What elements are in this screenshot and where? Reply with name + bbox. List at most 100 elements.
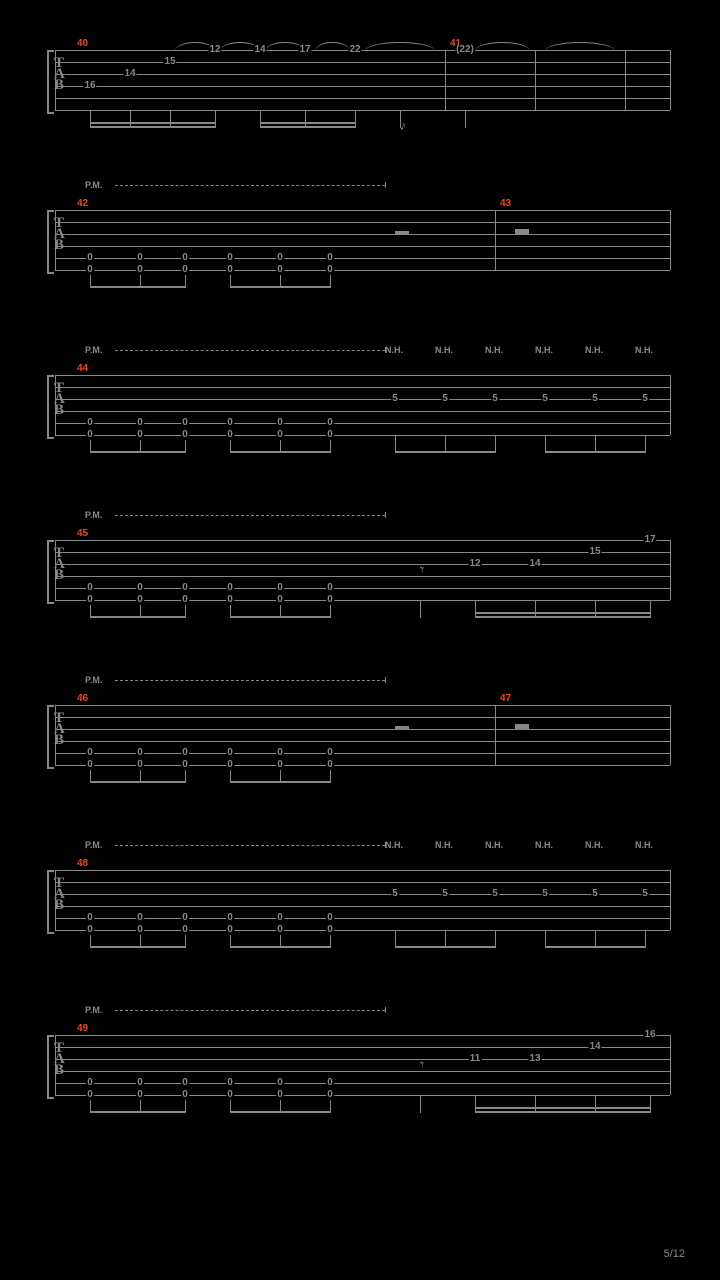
palm-mute-label: P.M.	[85, 840, 102, 850]
fret-number: 0	[276, 748, 284, 758]
system-bracket	[47, 540, 54, 604]
barline	[495, 210, 496, 270]
fret-number: 0	[181, 748, 189, 758]
palm-mute-label: P.M.	[85, 675, 102, 685]
fret-number: 5	[541, 889, 549, 899]
string-line	[55, 399, 670, 400]
tie	[315, 42, 350, 51]
fret-number: 0	[226, 925, 234, 935]
system-bracket	[47, 1035, 54, 1099]
fret-number: 0	[326, 265, 334, 275]
string-line	[55, 258, 670, 259]
barline	[670, 50, 671, 110]
fret-number: 0	[181, 760, 189, 770]
fret-number: 0	[326, 595, 334, 605]
string-line	[55, 234, 670, 235]
fret-number: 16	[643, 1030, 656, 1040]
barline	[670, 1035, 671, 1095]
fret-number: 0	[181, 430, 189, 440]
beam	[90, 122, 216, 124]
system-bracket	[47, 210, 54, 274]
string-line	[55, 552, 670, 553]
string-line	[55, 906, 670, 907]
fret-number: 5	[591, 889, 599, 899]
barline	[445, 50, 446, 110]
fret-number: 0	[326, 583, 334, 593]
beam	[90, 286, 186, 288]
palm-mute-line	[115, 515, 385, 517]
fret-number: 0	[136, 595, 144, 605]
fret-number: 14	[253, 45, 266, 55]
fret-number: 5	[391, 394, 399, 404]
fret-number: 0	[226, 913, 234, 923]
tab-system: P.M.N.H.N.H.N.H.N.H.N.H.N.H.T A B4800000…	[55, 870, 670, 930]
harmonic-label: N.H.	[435, 840, 453, 850]
fret-number: 0	[326, 748, 334, 758]
string-line	[55, 411, 670, 412]
string-line	[55, 270, 670, 271]
note-stem	[420, 600, 421, 618]
string-line	[55, 753, 670, 754]
fret-number: 14	[528, 559, 541, 569]
fret-number: 0	[326, 253, 334, 263]
palm-mute-line	[115, 350, 385, 352]
fret-number: 0	[326, 925, 334, 935]
beam	[260, 126, 356, 128]
barline	[55, 210, 56, 270]
fret-number: 12	[468, 559, 481, 569]
fret-number: 0	[86, 253, 94, 263]
string-line	[55, 74, 670, 75]
string-line	[55, 222, 670, 223]
string-line	[55, 741, 670, 742]
fret-number: 5	[541, 394, 549, 404]
string-line	[55, 435, 670, 436]
beam	[230, 286, 331, 288]
harmonic-label: N.H.	[535, 345, 553, 355]
rest	[515, 724, 529, 729]
fret-number: 0	[136, 265, 144, 275]
fret-number: 0	[86, 760, 94, 770]
tie	[365, 42, 435, 51]
fret-number: 0	[276, 583, 284, 593]
barline	[670, 870, 671, 930]
fret-number: 0	[276, 760, 284, 770]
tab-system: P.M.T A B49𝄾00000000000011131416	[55, 1035, 670, 1095]
rest	[515, 229, 529, 234]
tab-system: P.M.N.H.N.H.N.H.N.H.N.H.N.H.T A B4400000…	[55, 375, 670, 435]
fret-number: 0	[86, 748, 94, 758]
beam	[90, 946, 186, 948]
string-line	[55, 717, 670, 718]
eighth-rest: 𝄾	[420, 1057, 424, 1075]
string-line	[55, 1071, 670, 1072]
beam	[545, 946, 646, 948]
string-line	[55, 375, 670, 376]
beam	[90, 1111, 186, 1113]
harmonic-label: N.H.	[585, 840, 603, 850]
fret-number: 5	[391, 889, 399, 899]
beam	[395, 946, 496, 948]
fret-number: 0	[226, 583, 234, 593]
fret-number: 0	[326, 418, 334, 428]
staff: T A B4647000000000000	[55, 705, 670, 765]
fret-number: 0	[181, 1090, 189, 1100]
fret-number: 16	[83, 81, 96, 91]
fret-number: 0	[226, 418, 234, 428]
string-line	[55, 210, 670, 211]
barline	[670, 705, 671, 765]
tab-system: P.M.T A B45𝄾00000000000012141517	[55, 540, 670, 600]
fret-number: 0	[181, 925, 189, 935]
string-line	[55, 387, 670, 388]
fret-number: 0	[86, 1078, 94, 1088]
fret-number: 0	[86, 430, 94, 440]
fret-number: 0	[276, 1090, 284, 1100]
string-line	[55, 882, 670, 883]
barline	[55, 375, 56, 435]
fret-number: 0	[326, 1090, 334, 1100]
harmonic-label: N.H.	[485, 840, 503, 850]
fret-number: 5	[491, 394, 499, 404]
fret-number: 0	[136, 913, 144, 923]
fret-number: 5	[441, 889, 449, 899]
staff: T A B4243000000000000	[55, 210, 670, 270]
string-line	[55, 1047, 670, 1048]
fret-number: 0	[181, 913, 189, 923]
